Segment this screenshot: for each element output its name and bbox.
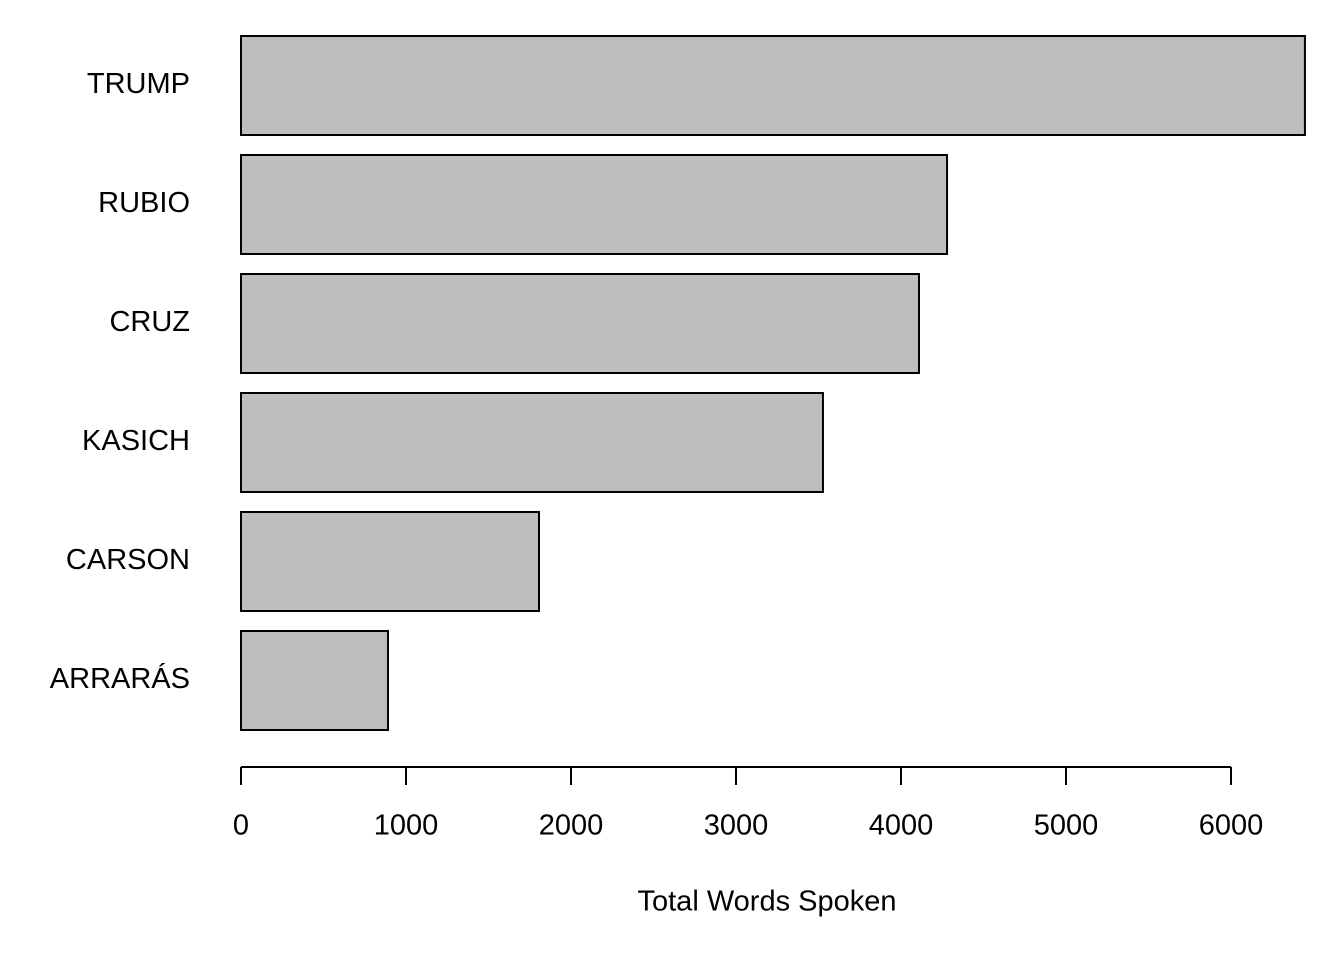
- bar: [240, 511, 540, 612]
- y-tick-label: TRUMP: [87, 68, 190, 100]
- x-tick-label: 4000: [869, 810, 934, 842]
- x-tick-label: 2000: [539, 810, 604, 842]
- y-tick-label: CRUZ: [109, 306, 190, 338]
- bar: [240, 154, 949, 255]
- y-tick-label: CARSON: [66, 544, 190, 576]
- y-tick-label: ARRARÁS: [50, 662, 190, 695]
- y-tick-label: RUBIO: [98, 187, 190, 219]
- x-axis-label: Total Words Spoken: [638, 886, 897, 918]
- y-tick-label: KASICH: [82, 425, 190, 457]
- x-tick-label: 5000: [1034, 810, 1099, 842]
- bar: [240, 35, 1306, 136]
- x-tick-label: 0: [233, 810, 249, 842]
- x-tick-label: 1000: [374, 810, 439, 842]
- x-tick-label: 3000: [704, 810, 769, 842]
- bar: [240, 392, 824, 493]
- bar: [240, 630, 390, 731]
- x-tick-label: 6000: [1199, 810, 1264, 842]
- bar: [240, 273, 920, 374]
